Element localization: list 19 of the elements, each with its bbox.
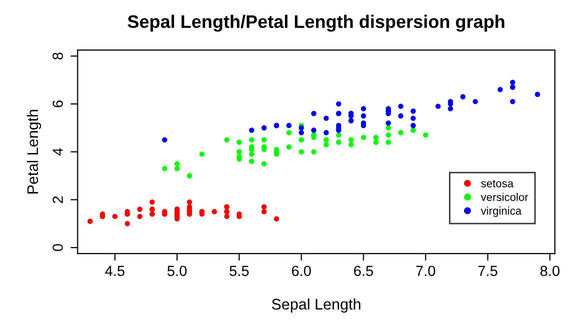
x-tick-label: 7.5 <box>478 266 498 276</box>
legend-label: setosa <box>481 180 514 188</box>
y-tick-label: 6 <box>52 100 63 108</box>
x-tick-label: 4.5 <box>105 266 124 276</box>
legend-label: versicolor <box>480 192 528 202</box>
x-tick-label: 7.0 <box>416 266 436 276</box>
legend-label: virginica <box>480 206 522 217</box>
y-axis-title: Petal Length <box>26 110 42 194</box>
x-tick-label: 5.5 <box>230 266 249 276</box>
x-tick-label: 6.0 <box>292 266 311 276</box>
y-tick-label: 0 <box>52 244 63 252</box>
x-axis-title: Sepal Length <box>272 298 360 313</box>
x-tick-label: 6.5 <box>354 266 374 276</box>
x-tick-label: 8.0 <box>540 266 560 276</box>
y-tick-label: 4 <box>52 148 63 156</box>
y-tick-label: 8 <box>52 52 63 60</box>
x-tick-label: 5.0 <box>168 266 187 276</box>
y-tick-label: 2 <box>52 196 63 204</box>
chart-title: Sepal Length/Petal Length dispersion graph <box>128 14 504 32</box>
